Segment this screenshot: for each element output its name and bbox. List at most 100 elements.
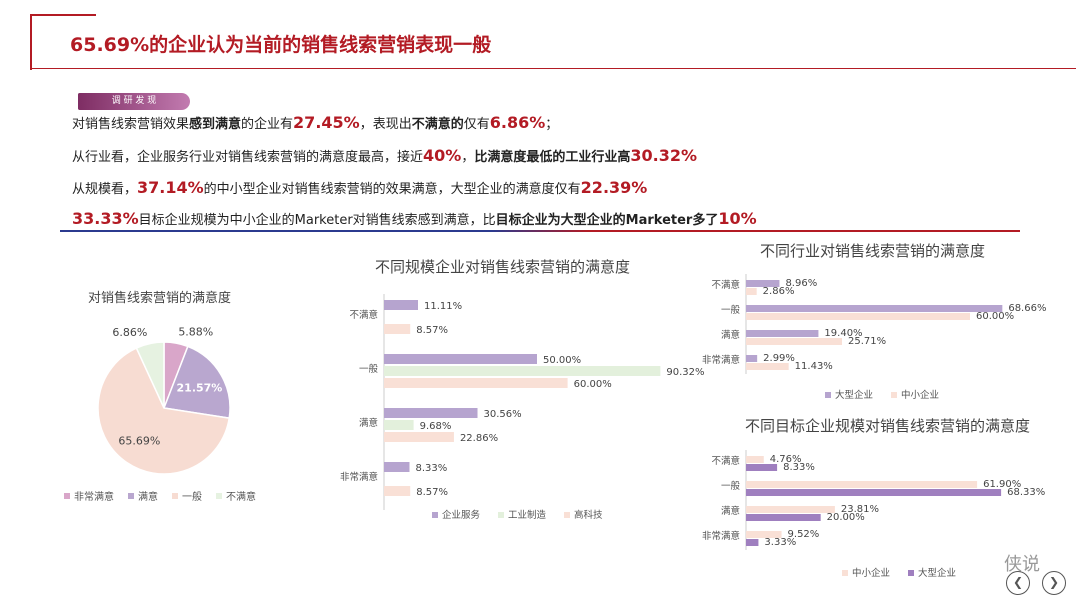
bar	[384, 462, 410, 472]
legend-swatch	[64, 493, 70, 499]
category-label: 满意	[359, 417, 378, 429]
finding-number: 10%	[718, 209, 757, 228]
category-label: 一般	[721, 304, 741, 316]
finding-text: 从行业看，企业服务行业对销售线索营销的满意度最高，接近	[72, 150, 424, 165]
bar-data-label: 20.00%	[827, 512, 865, 523]
finding-number: 33.33%	[72, 209, 139, 228]
legend-label: 工业制造	[508, 509, 547, 521]
bar-data-label: 2.99%	[763, 353, 795, 364]
finding-number: 22.39%	[580, 178, 648, 197]
bar	[746, 313, 970, 320]
bar	[746, 305, 1003, 312]
bar-data-label: 68.33%	[1007, 487, 1045, 498]
brand-watermark: 侠说	[1004, 554, 1040, 575]
bar	[746, 514, 821, 521]
bar	[746, 456, 764, 463]
bar	[384, 354, 537, 364]
category-label: 不满意	[711, 455, 740, 467]
pie-data-label: 65.69%	[118, 435, 160, 448]
section-divider	[60, 230, 1020, 232]
pie-chart-title: 对销售线索营销的满意度	[88, 291, 232, 306]
bar-data-label: 11.43%	[795, 361, 833, 372]
bar-data-label: 8.33%	[415, 463, 447, 474]
legend-label: 大型企业	[835, 389, 873, 401]
pie-data-label: 6.86%	[112, 326, 147, 339]
bar	[746, 363, 789, 370]
title-underline	[30, 68, 1076, 69]
target-chart-title: 不同目标企业规模对销售线索营销的满意度	[745, 417, 1031, 435]
size-chart-title: 不同规模企业对销售线索营销的满意度	[375, 258, 631, 276]
category-label: 不满意	[349, 309, 378, 321]
findings-tag: 调 研 发 现	[78, 93, 190, 110]
legend-label: 中小企业	[901, 389, 939, 401]
legend-swatch	[891, 392, 897, 398]
bar-data-label: 11.11%	[424, 301, 462, 312]
pie-slice	[97, 347, 231, 475]
bar	[746, 539, 759, 546]
bar	[384, 420, 414, 430]
target-bar-chart: 不满意 4.76%8.33% 一般 61.90%68.33% 满意 23.81%20.00…	[702, 450, 1045, 579]
bar	[384, 300, 418, 310]
bar	[746, 506, 835, 513]
title-bracket-top	[30, 14, 96, 16]
finding-text: 的中小型企业对销售线索营销的效果满意，大型企业的满意度仅有	[203, 182, 581, 197]
bar	[746, 481, 978, 488]
category-label: 不满意	[711, 279, 740, 291]
bar	[746, 464, 778, 471]
legend-label: 非常满意	[74, 490, 114, 503]
finding-line-4: 33.33%目标企业规模为中小企业的Marketer对销售线索感到满意，比目标企…	[72, 209, 757, 228]
bar	[384, 366, 661, 376]
page-title: 65.69%的企业认为当前的销售线索营销表现一般	[70, 34, 492, 56]
bar-data-label: 60.00%	[976, 311, 1014, 322]
legend-swatch	[172, 493, 178, 499]
bar	[746, 338, 842, 345]
bar	[384, 324, 411, 334]
bar-data-label: 2.86%	[763, 286, 795, 297]
bar	[746, 280, 780, 287]
pie-data-label: 5.88%	[178, 325, 213, 338]
legend-swatch	[216, 493, 222, 499]
prev-page-button[interactable]: ❮	[1006, 571, 1030, 595]
bar	[384, 378, 568, 388]
finding-line-3: 从规模看，37.14%的中小型企业对销售线索营销的效果满意，大型企业的满意度仅有…	[72, 178, 647, 197]
finding-number: 30.32%	[630, 146, 697, 165]
category-label: 一般	[359, 363, 379, 375]
finding-number: 6.86%	[489, 113, 546, 132]
pie-slice	[135, 341, 165, 409]
industry-chart-title: 不同行业对销售线索营销的满意度	[760, 242, 986, 260]
bar	[384, 432, 454, 442]
pie-chart: 5.88% 21.57% 65.69% 6.86% 非常满意 满意 一般 不满意	[64, 325, 256, 503]
finding-text: ，表现出	[359, 117, 412, 132]
bar-data-label: 9.68%	[420, 421, 452, 432]
bar-data-label: 22.86%	[460, 433, 498, 444]
finding-number: 37.14%	[137, 178, 204, 197]
legend-label: 高科技	[574, 509, 603, 521]
finding-text: ，	[461, 150, 475, 165]
finding-emphasis: 不满意的	[411, 117, 464, 132]
bar-data-label: 8.57%	[416, 487, 448, 498]
legend-swatch	[825, 392, 831, 398]
bar-data-label: 9.52%	[788, 529, 820, 540]
next-page-button[interactable]: ❯	[1042, 571, 1066, 595]
bar-data-label: 90.32%	[666, 367, 704, 378]
bar-data-label: 19.40%	[824, 328, 862, 339]
legend-swatch	[842, 570, 848, 576]
bar-data-label: 4.76%	[770, 454, 802, 465]
pie-slice	[162, 345, 231, 419]
bar-data-label: 61.90%	[983, 479, 1021, 490]
bar	[746, 489, 1002, 496]
bar-data-label: 8.96%	[785, 278, 817, 289]
legend-swatch	[908, 570, 914, 576]
size-bar-chart: 不满意 11.11% 8.57% 一般 50.00% 90.32% 60.00% 满意 30.5…	[340, 294, 705, 521]
finding-emphasis: 比满意度最低的工业行业高	[474, 150, 631, 165]
bar-data-label: 25.71%	[848, 336, 886, 347]
category-label: 非常满意	[702, 530, 740, 542]
category-label: 一般	[721, 480, 741, 492]
finding-line-1: 对销售线索营销效果感到满意的企业有27.45%，表现出不满意的仅有6.86%；	[72, 113, 558, 132]
bar	[746, 355, 758, 362]
finding-text: 对销售线索营销效果	[72, 117, 190, 132]
pie-data-label: 21.57%	[177, 382, 223, 395]
legend-label: 中小企业	[852, 567, 890, 579]
bar	[746, 330, 819, 337]
finding-text: 从规模看，	[72, 182, 138, 197]
